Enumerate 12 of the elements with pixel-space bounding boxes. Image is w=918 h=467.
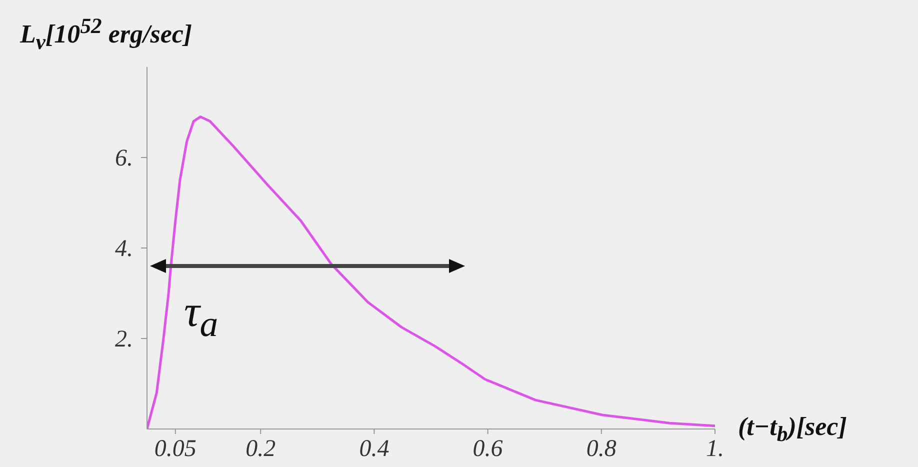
- x-tick-label: 0.2: [246, 436, 276, 462]
- annotation: τ$_{a}$: [184, 286, 218, 345]
- x-tick-label: 1.: [706, 436, 724, 462]
- x-tick-label: 0.4: [359, 436, 390, 462]
- x-tick-label: 0.6: [472, 436, 503, 462]
- y-axis-title: L$_{ν}$[10$^{52}$ erg/sec]: [20, 14, 192, 55]
- x-axis-title: (t−t$_{b}$)[sec]: [738, 412, 847, 448]
- x-tick-label: 0.05: [154, 436, 196, 462]
- y-tick-label: 4.: [115, 236, 133, 262]
- y-tick-label: 6.: [115, 146, 133, 172]
- x-tick-label: 0.8: [586, 436, 616, 462]
- y-tick-label: 2.: [115, 326, 133, 352]
